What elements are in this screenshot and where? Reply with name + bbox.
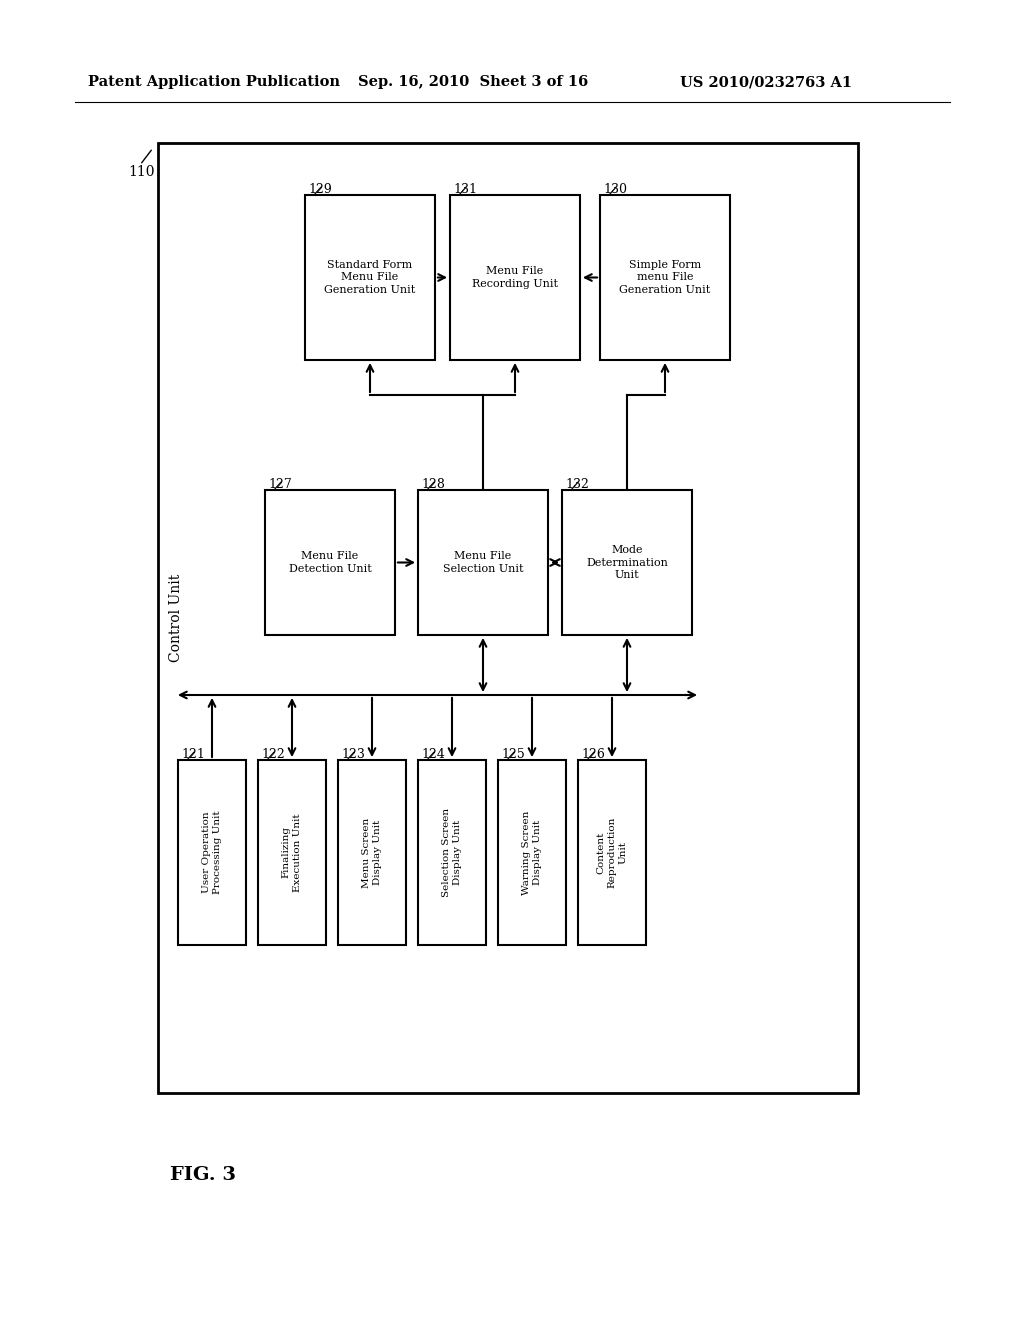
Text: 129: 129 (308, 183, 332, 195)
Text: FIG. 3: FIG. 3 (170, 1166, 236, 1184)
Text: Standard Form
Menu File
Generation Unit: Standard Form Menu File Generation Unit (325, 260, 416, 294)
Bar (158, 143, 858, 1093)
Text: Selection Screen
Display Unit: Selection Screen Display Unit (442, 808, 462, 898)
Bar (450, 195, 580, 360)
Text: 123: 123 (341, 748, 365, 762)
Bar (305, 195, 435, 360)
Text: US 2010/0232763 A1: US 2010/0232763 A1 (680, 75, 852, 88)
Text: Menu File
Selection Unit: Menu File Selection Unit (442, 552, 523, 574)
Text: 122: 122 (261, 748, 285, 762)
Text: 128: 128 (421, 478, 444, 491)
Text: 132: 132 (565, 478, 589, 491)
Text: Finalizing
Execution Unit: Finalizing Execution Unit (282, 813, 302, 892)
Bar (265, 490, 395, 635)
Text: Control Unit: Control Unit (169, 574, 183, 663)
Text: Mode
Determination
Unit: Mode Determination Unit (586, 545, 668, 579)
Bar (562, 490, 692, 635)
Text: Sep. 16, 2010  Sheet 3 of 16: Sep. 16, 2010 Sheet 3 of 16 (358, 75, 588, 88)
Text: Content
Reproduction
Unit: Content Reproduction Unit (596, 817, 628, 888)
Text: 131: 131 (453, 183, 477, 195)
Text: 110: 110 (128, 165, 155, 180)
Text: 126: 126 (581, 748, 605, 762)
Text: Menu File
Detection Unit: Menu File Detection Unit (289, 552, 372, 574)
Bar (600, 195, 730, 360)
Bar (338, 760, 406, 945)
Text: 125: 125 (501, 748, 524, 762)
Bar (418, 490, 548, 635)
Text: 127: 127 (268, 478, 292, 491)
Text: Simple Form
menu File
Generation Unit: Simple Form menu File Generation Unit (620, 260, 711, 294)
Text: 130: 130 (603, 183, 627, 195)
Text: Menu Screen
Display Unit: Menu Screen Display Unit (361, 817, 382, 887)
Text: Warning Screen
Display Unit: Warning Screen Display Unit (522, 810, 542, 895)
Text: 124: 124 (421, 748, 444, 762)
Text: 121: 121 (181, 748, 205, 762)
Bar (418, 760, 486, 945)
Bar (578, 760, 646, 945)
Bar (498, 760, 566, 945)
Bar (178, 760, 246, 945)
Text: Menu File
Recording Unit: Menu File Recording Unit (472, 267, 558, 289)
Text: User Operation
Processing Unit: User Operation Processing Unit (202, 810, 222, 895)
Text: Patent Application Publication: Patent Application Publication (88, 75, 340, 88)
Bar (258, 760, 326, 945)
